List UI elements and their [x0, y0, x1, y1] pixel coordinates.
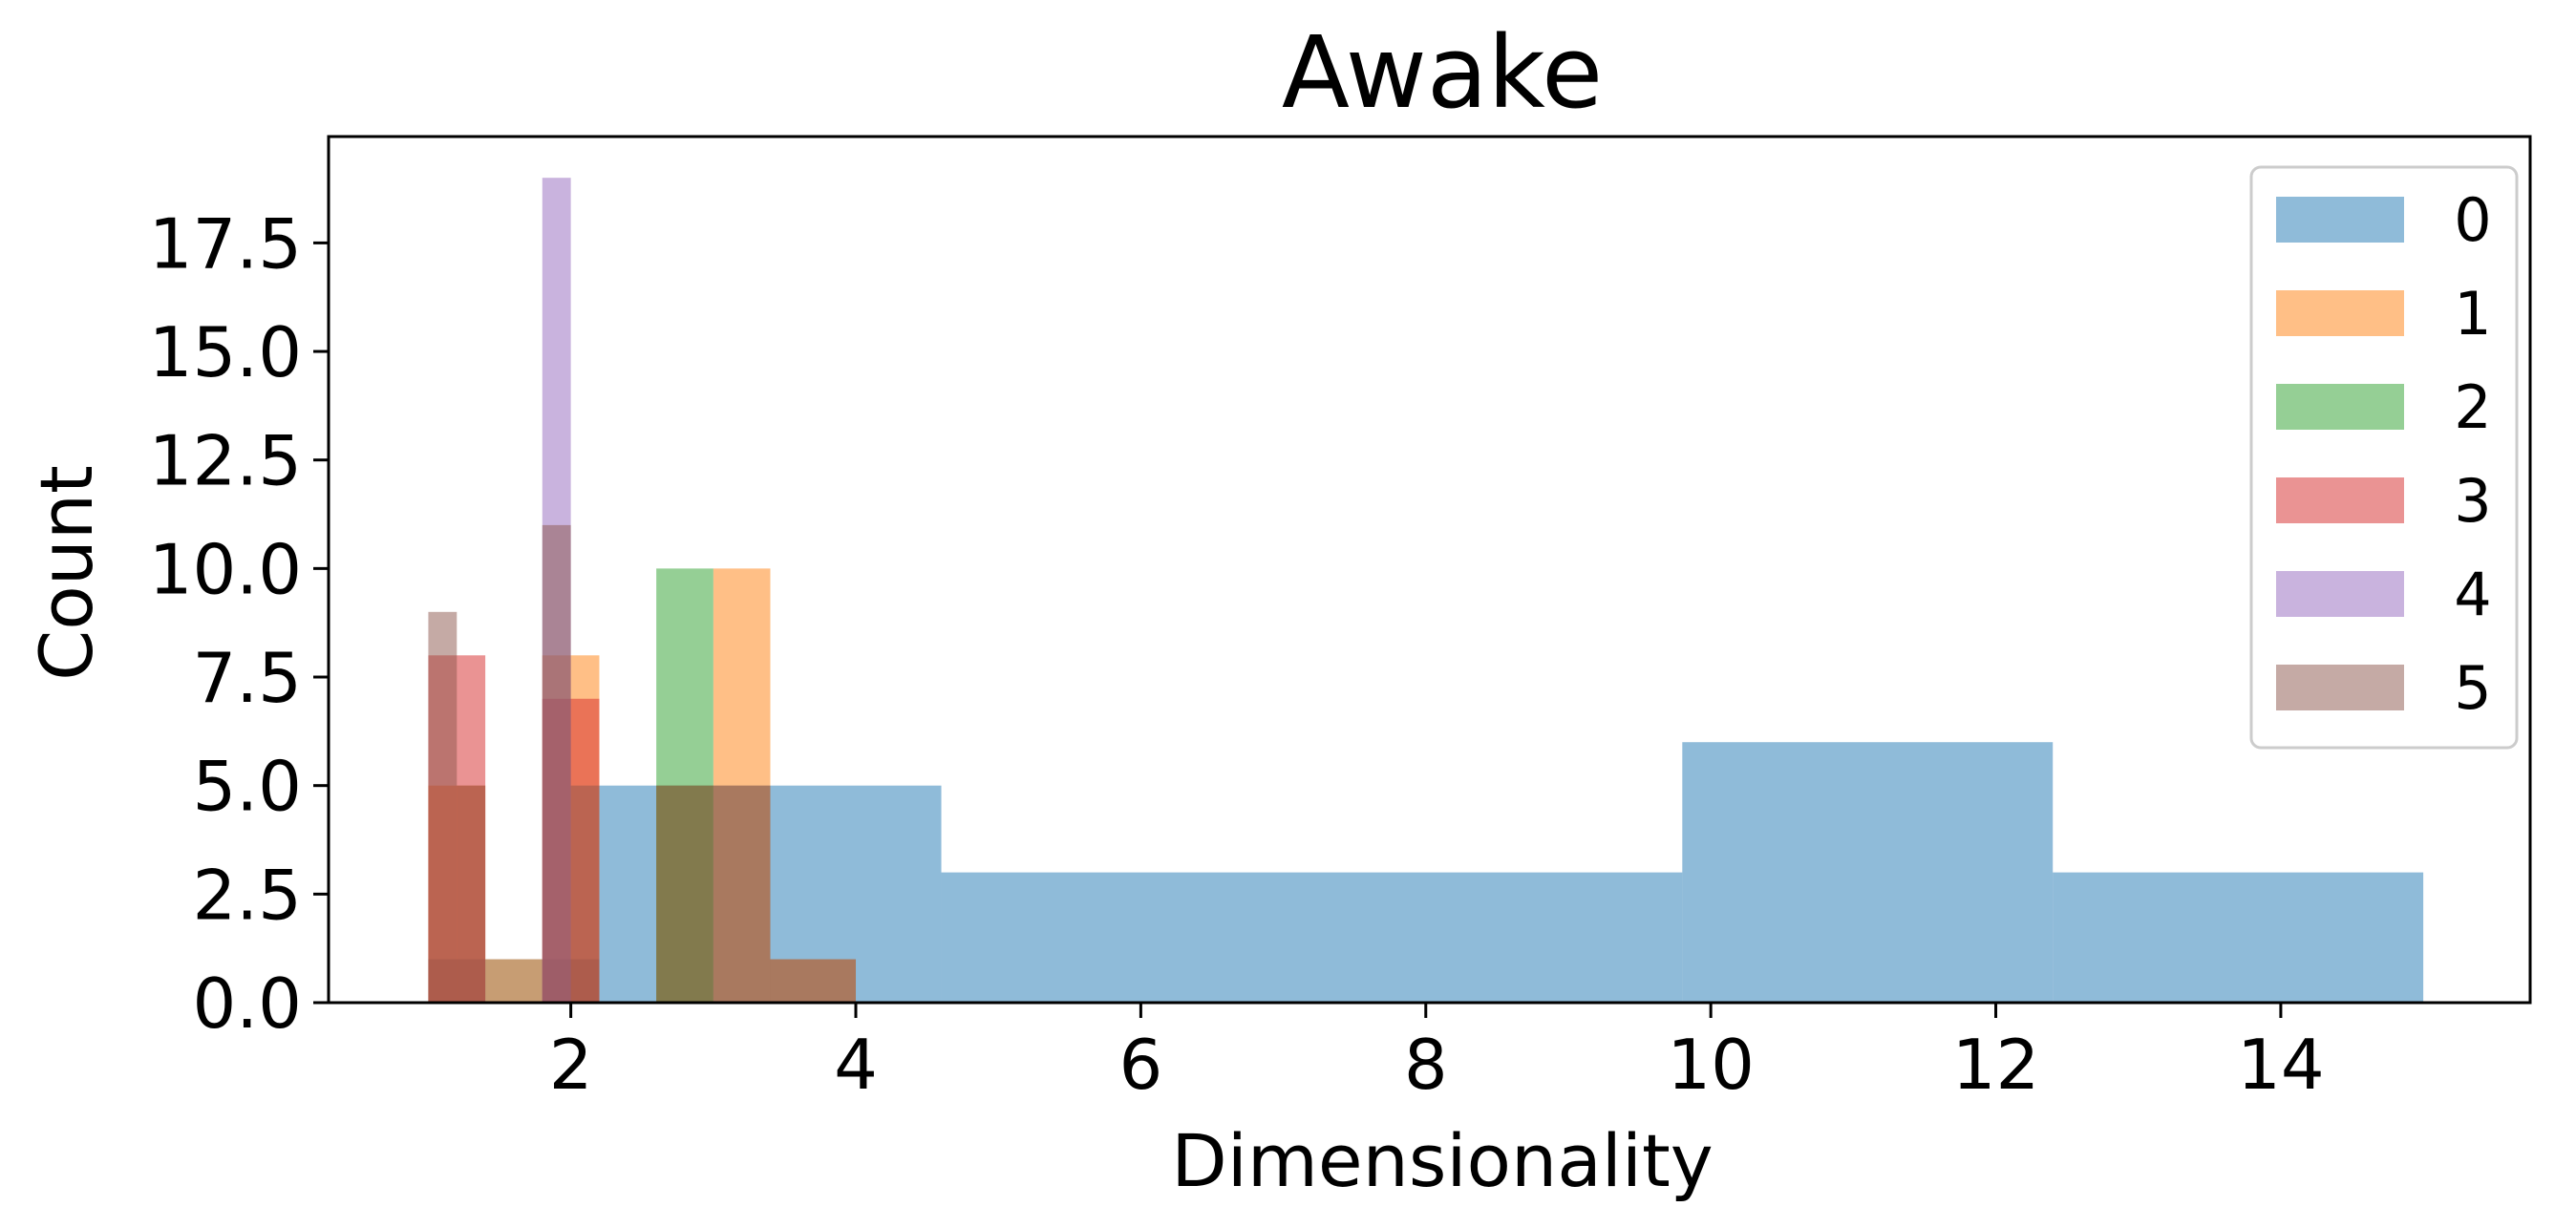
legend-label-0: 0 — [2454, 185, 2491, 255]
legend-label-2: 2 — [2454, 372, 2491, 442]
legend-swatch-5 — [2276, 665, 2404, 710]
bar-series-5-bin-4 — [656, 785, 713, 1003]
legend-swatch-0 — [2276, 197, 2404, 243]
legend-swatch-2 — [2276, 384, 2404, 430]
x-tick-label: 2 — [549, 1025, 593, 1105]
x-axis-label: Dimensionality — [1171, 1118, 1714, 1203]
y-tick-label: 7.5 — [192, 638, 302, 718]
x-tick-label: 12 — [1952, 1025, 2040, 1105]
legend-label-5: 5 — [2454, 653, 2491, 723]
bar-series-5-bin-3 — [570, 785, 600, 1003]
bar-series-5-bin-1 — [457, 785, 486, 1003]
legend: 0 1 2 3 4 5 — [2249, 165, 2519, 750]
legend-label-4: 4 — [2454, 560, 2491, 629]
bars-layer — [428, 178, 2424, 1003]
bar-series-1-bin-1 — [485, 959, 543, 1003]
y-tick-label: 15.0 — [149, 312, 302, 392]
x-tick-label: 14 — [2237, 1025, 2325, 1105]
x-axis-ticks: 2 4 6 8 10 12 14 — [549, 1003, 2325, 1105]
y-tick-label: 12.5 — [149, 421, 302, 501]
y-tick-label: 17.5 — [149, 203, 302, 284]
bar-series-5-bin-5 — [713, 785, 771, 1003]
bar-series-5-bin-2 — [542, 524, 571, 1003]
bar-series-0-bin-4 — [2053, 872, 2424, 1003]
x-tick-label: 4 — [834, 1025, 878, 1105]
y-tick-label: 0.0 — [192, 963, 302, 1044]
legend-label-1: 1 — [2454, 279, 2491, 349]
y-axis-label: Count — [24, 465, 109, 681]
legend-swatch-4 — [2276, 571, 2404, 617]
legend-swatch-3 — [2276, 477, 2404, 523]
x-tick-label: 8 — [1404, 1025, 1448, 1105]
chart-title: Awake — [1282, 14, 1603, 131]
y-tick-label: 10.0 — [149, 529, 302, 609]
y-axis-ticks: 0.0 2.5 5.0 7.5 10.0 12.5 15.0 17.5 — [149, 203, 329, 1044]
y-tick-label: 2.5 — [192, 855, 302, 935]
legend-label-3: 3 — [2454, 466, 2491, 536]
bar-series-0-bin-3 — [1682, 742, 2054, 1003]
legend-swatch-1 — [2276, 290, 2404, 336]
bar-series-0-bin-2 — [941, 872, 1683, 1003]
y-tick-label: 5.0 — [192, 747, 302, 827]
bar-series-5-bin-6 — [770, 959, 857, 1003]
x-tick-label: 6 — [1118, 1025, 1162, 1105]
bar-series-5-bin-0 — [428, 611, 458, 1003]
x-tick-label: 10 — [1667, 1025, 1755, 1105]
